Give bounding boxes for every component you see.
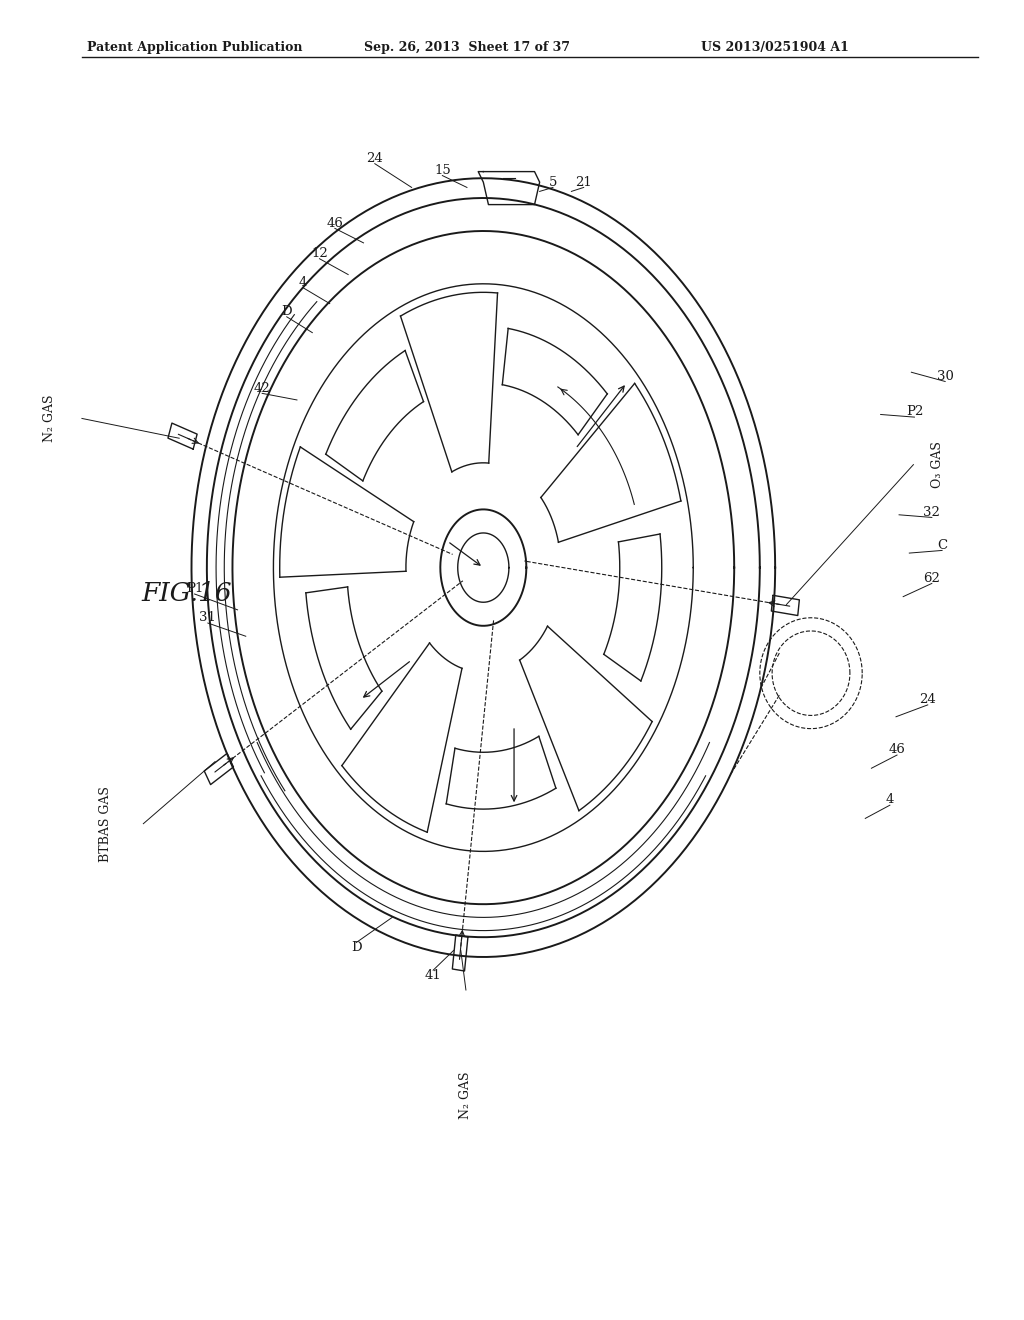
Text: 4: 4 bbox=[299, 276, 307, 289]
Text: P1: P1 bbox=[186, 582, 203, 595]
Text: 41: 41 bbox=[425, 969, 441, 982]
Text: FIG.16: FIG.16 bbox=[141, 582, 232, 606]
Text: Patent Application Publication: Patent Application Publication bbox=[87, 41, 302, 54]
Text: 5: 5 bbox=[549, 176, 557, 189]
Text: N₂ GAS: N₂ GAS bbox=[43, 395, 55, 442]
Text: C: C bbox=[937, 539, 947, 552]
Text: 32: 32 bbox=[924, 506, 940, 519]
Text: 62: 62 bbox=[924, 572, 940, 585]
Text: 30: 30 bbox=[937, 370, 953, 383]
Text: 24: 24 bbox=[920, 693, 936, 706]
Text: D: D bbox=[282, 305, 292, 318]
Text: 15: 15 bbox=[434, 164, 451, 177]
Text: 46: 46 bbox=[327, 216, 343, 230]
Text: O₃ GAS: O₃ GAS bbox=[932, 441, 944, 488]
Text: BTBAS GAS: BTBAS GAS bbox=[99, 785, 112, 862]
Text: 31: 31 bbox=[200, 611, 216, 624]
Text: 21: 21 bbox=[575, 176, 592, 189]
Text: 4: 4 bbox=[886, 793, 894, 807]
Text: Sep. 26, 2013  Sheet 17 of 37: Sep. 26, 2013 Sheet 17 of 37 bbox=[364, 41, 569, 54]
Text: US 2013/0251904 A1: US 2013/0251904 A1 bbox=[701, 41, 849, 54]
Text: 42: 42 bbox=[254, 381, 270, 395]
Text: P2: P2 bbox=[906, 405, 923, 418]
Text: N₂ GAS: N₂ GAS bbox=[460, 1072, 472, 1119]
Text: 24: 24 bbox=[367, 152, 383, 165]
Text: 46: 46 bbox=[889, 743, 905, 756]
Text: 12: 12 bbox=[311, 247, 328, 260]
Text: D: D bbox=[351, 941, 361, 954]
